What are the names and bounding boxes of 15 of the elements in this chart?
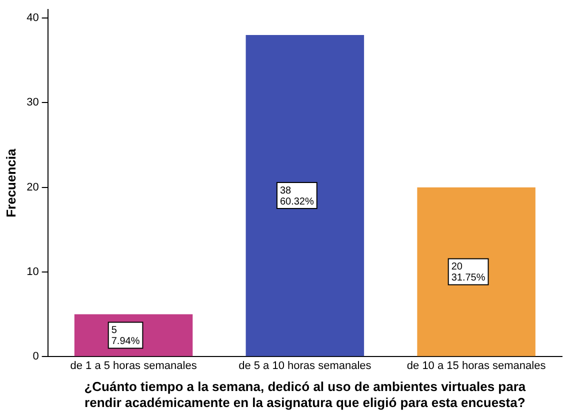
x-tick-label: de 1 a 5 horas semanales — [70, 360, 198, 372]
x-tick-label: de 10 a 15 horas semanales — [406, 360, 546, 372]
bar — [417, 187, 536, 356]
data-label: 20 31.75% — [451, 261, 486, 284]
data-label: 5 7.94% — [111, 324, 140, 347]
data-label: 38 60.32% — [280, 185, 314, 208]
y-tick-label: 0 — [32, 350, 39, 363]
y-tick-label: 30 — [26, 96, 39, 109]
y-tick-label: 10 — [26, 266, 39, 278]
x-tick-label: de 5 a 10 horas semanales — [238, 360, 372, 372]
bar — [246, 34, 364, 356]
x-axis-title: ¿Cuánto tiempo a la semana, dedicó al uso de ambientes virtuales para rendir académicamente en la asignatura que eligió para esta encuesta? — [84, 379, 526, 410]
y-axis-title: Frecuencia — [3, 148, 18, 218]
y-tick-label: 20 — [26, 181, 39, 194]
y-tick-label: 40 — [26, 12, 39, 24]
